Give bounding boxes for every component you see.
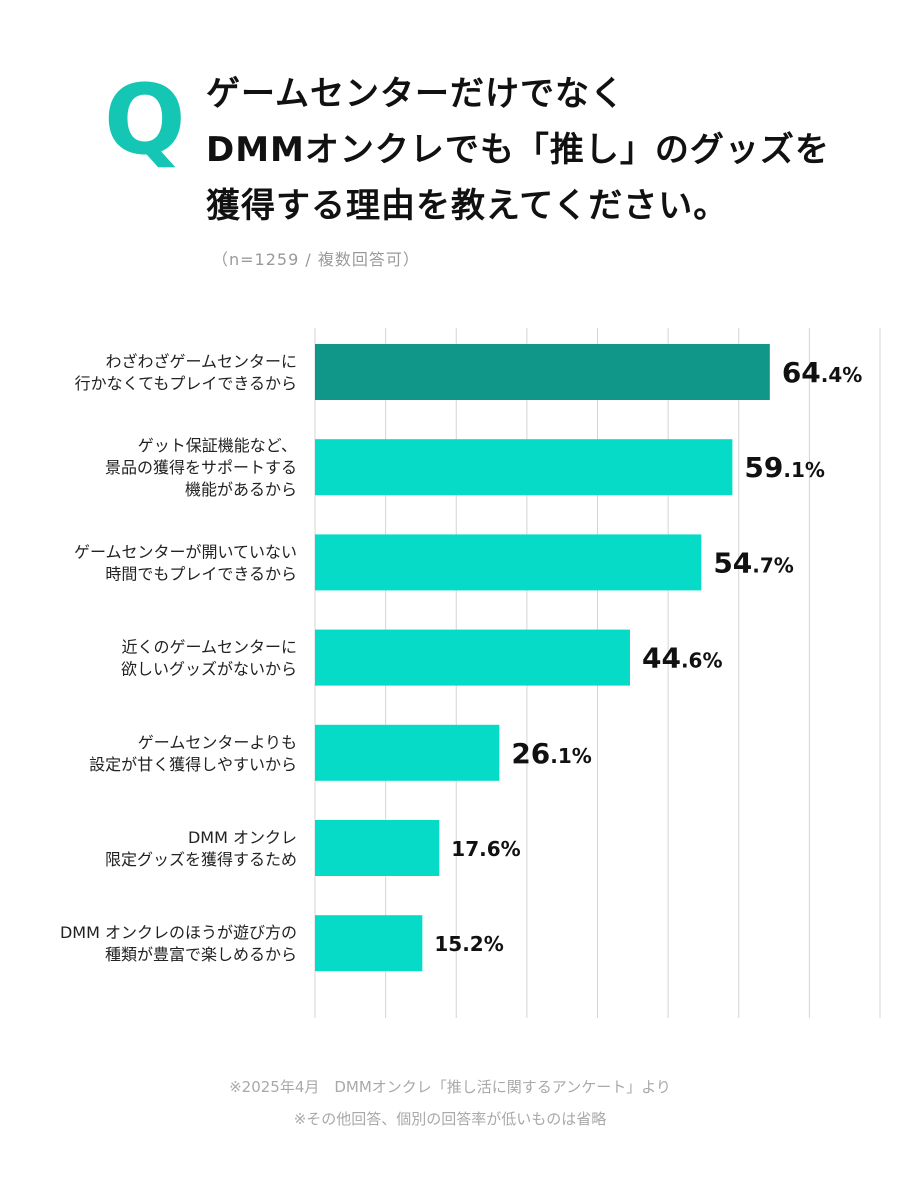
category-label-line: 限定グッズを獲得するため xyxy=(105,850,297,869)
data-label: 15.2% xyxy=(434,932,503,956)
category-label: DMM オンクレのほうが遊び方の種類が豊富で楽しめるから xyxy=(60,923,297,964)
bar xyxy=(315,439,733,496)
category-label: ゲット保証機能など、景品の獲得をサポートする機能があるから xyxy=(105,436,297,499)
category-label-line: 設定が甘く獲得しやすいから xyxy=(89,755,297,774)
data-label: 54.7% xyxy=(713,546,794,579)
bar xyxy=(315,724,500,781)
category-label-line: 欲しいグッズがないから xyxy=(121,660,297,679)
category-label-line: 機能があるから xyxy=(185,480,297,499)
category-label-line: 時間でもプレイできるから xyxy=(105,564,297,583)
category-label: わざわざゲームセンターに行かなくてもプレイできるから xyxy=(75,352,297,393)
category-label-line: ゲームセンターよりも xyxy=(138,733,297,752)
data-label: 44.6% xyxy=(642,642,723,675)
sample-size-note: （n=1259 / 複数回答可） xyxy=(212,250,420,269)
bar xyxy=(315,915,423,972)
category-label: DMM オンクレ限定グッズを獲得するため xyxy=(105,828,297,869)
data-label: 26.1% xyxy=(511,737,592,770)
category-label-line: 行かなくてもプレイできるから xyxy=(75,374,297,393)
footer-source: ※2025年4月 DMMオンクレ「推し活に関するアンケート」より xyxy=(229,1078,671,1096)
question-line-3: 獲得する理由を教えてください。 xyxy=(206,186,729,226)
data-label: 64.4% xyxy=(782,356,863,389)
bar xyxy=(315,820,440,876)
bar xyxy=(315,344,770,400)
category-label-line: ゲット保証機能など、 xyxy=(138,436,297,455)
data-label: 59.1% xyxy=(744,451,825,484)
category-label: ゲームセンターよりも設定が甘く獲得しやすいから xyxy=(89,733,297,774)
data-label: 17.6% xyxy=(451,837,520,861)
question-line-1: ゲームセンターだけでなく xyxy=(206,74,625,114)
category-label-line: 景品の獲得をサポートする xyxy=(105,458,297,477)
category-label-line: DMM オンクレのほうが遊び方の xyxy=(60,923,297,942)
category-label-line: わざわざゲームセンターに xyxy=(105,352,297,371)
category-label: 近くのゲームセンターに欲しいグッズがないから xyxy=(121,638,297,679)
q-mark: Q xyxy=(104,64,186,176)
question-line-2: DMMオンクレでも「推し」のグッズを xyxy=(206,130,830,170)
category-label-line: 近くのゲームセンターに xyxy=(121,638,297,657)
category-label: ゲームセンターが開いていない時間でもプレイできるから xyxy=(74,542,297,583)
category-label-line: 種類が豊富で楽しめるから xyxy=(105,945,297,964)
category-label-line: ゲームセンターが開いていない xyxy=(74,542,297,561)
bar xyxy=(315,629,630,686)
bar xyxy=(315,534,702,591)
category-label-line: DMM オンクレ xyxy=(188,828,297,847)
question-title: ゲームセンターだけでなく DMMオンクレでも「推し」のグッズを 獲得する理由を教… xyxy=(206,66,866,234)
footer-note: ※その他回答、個別の回答率が低いものは省略 xyxy=(293,1110,607,1128)
bar-chart: わざわざゲームセンターに行かなくてもプレイできるから 64.4% ゲット保証機能など… xyxy=(60,328,881,1018)
